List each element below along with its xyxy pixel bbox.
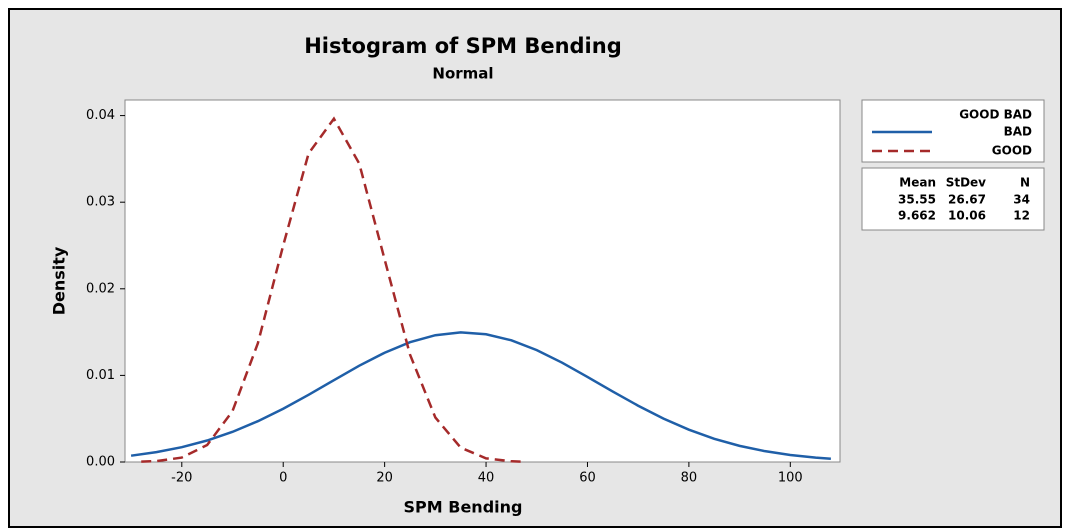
stats-header: N — [1020, 176, 1030, 190]
plot-area — [124, 99, 841, 463]
x-tick-label: 100 — [778, 471, 803, 486]
x-tick-label: 40 — [478, 471, 495, 486]
y-tick-label: 0.01 — [86, 368, 115, 383]
x-tick-label: -20 — [171, 471, 192, 486]
stats-cell: 35.55 — [898, 193, 936, 207]
x-tick-label: 80 — [681, 471, 698, 486]
legend-label: BAD — [1004, 125, 1032, 139]
stats-box — [861, 167, 1045, 231]
stats-header: StDev — [946, 176, 986, 190]
stats-cell: 10.06 — [948, 209, 986, 223]
legend-title: GOOD BAD — [959, 108, 1032, 122]
x-tick-label: 20 — [376, 471, 393, 486]
y-tick-label: 0.00 — [86, 455, 115, 470]
x-axis-label: SPM Bending — [404, 498, 523, 517]
density-curve — [130, 331, 831, 461]
density-curve — [141, 116, 522, 463]
stats-header: Mean — [899, 176, 936, 190]
chart-title: Histogram of SPM Bending — [304, 34, 622, 58]
y-tick-label: 0.03 — [86, 195, 115, 210]
chart-subtitle: Normal — [432, 65, 493, 83]
stats-cell: 34 — [1013, 193, 1030, 207]
stats-cell: 26.67 — [948, 193, 986, 207]
y-axis-label: Density — [50, 246, 69, 315]
stats-cell: 9.662 — [898, 209, 936, 223]
y-tick-label: 0.02 — [86, 281, 115, 296]
y-tick-label: 0.04 — [86, 108, 115, 123]
x-tick-label: 60 — [579, 471, 596, 486]
legend-label: GOOD — [992, 144, 1032, 158]
x-tick-label: 0 — [279, 471, 287, 486]
stats-cell: 12 — [1013, 209, 1030, 223]
